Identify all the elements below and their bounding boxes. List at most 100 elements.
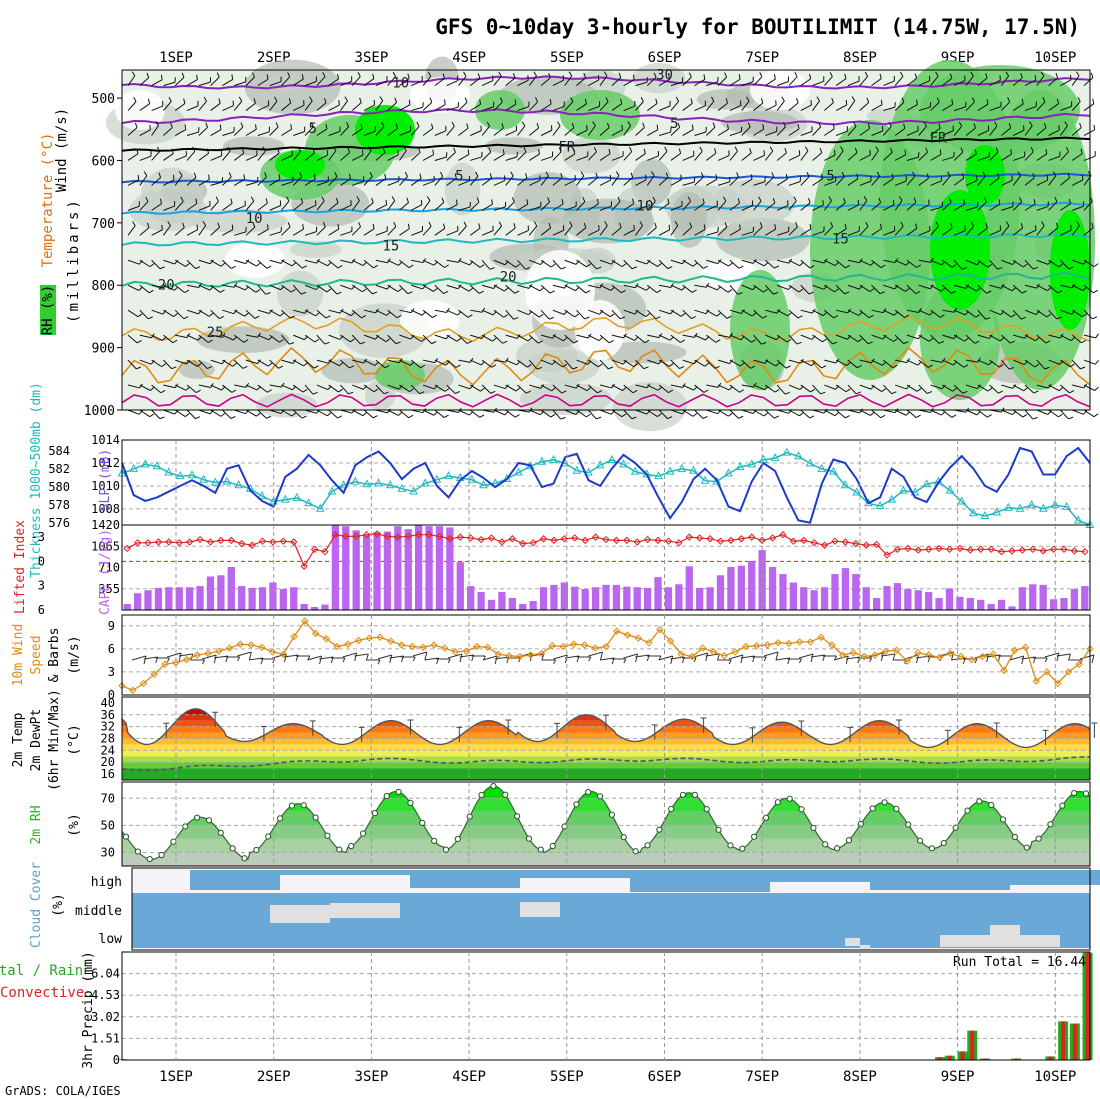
wind-barb — [1060, 359, 1071, 368]
wind-barb — [1048, 129, 1060, 136]
wind-barb — [304, 204, 317, 211]
wind-barb-flag — [147, 316, 153, 320]
cape-bar — [477, 592, 485, 610]
rh-shade — [140, 167, 204, 224]
wind-barb — [1060, 259, 1070, 270]
wind-barb — [304, 384, 314, 395]
wind-barb — [234, 384, 247, 388]
wind-barb-flag — [582, 196, 586, 202]
wind-barb — [1060, 309, 1072, 315]
wind-barb — [340, 152, 350, 161]
wind-speed-point — [688, 652, 696, 661]
wind-barb-flag — [794, 72, 798, 78]
wind-barb — [328, 309, 341, 314]
wind-barb-flag — [312, 147, 315, 154]
li-point — [154, 538, 163, 546]
wind-barb — [587, 259, 597, 270]
li-point — [279, 537, 288, 545]
li-point — [373, 530, 381, 538]
bottom-date-1SEP: 1SEP — [159, 1069, 193, 1085]
li-point — [727, 536, 735, 545]
wind-barb — [1024, 105, 1037, 112]
wind-barb-flag — [1056, 98, 1060, 104]
wind-barb-flag — [784, 391, 790, 395]
temp-contour-label: 20 — [500, 269, 517, 285]
wind-barb — [245, 409, 257, 417]
wind-barb-flag — [741, 309, 745, 314]
wind-barb-flag — [597, 390, 603, 394]
wind-barb — [375, 80, 388, 87]
wind-barb-flag — [882, 361, 887, 366]
wind-barb-flag — [894, 284, 899, 290]
wind-barb — [269, 309, 281, 317]
wind-speed-point — [806, 638, 815, 646]
wind-barb — [729, 309, 742, 314]
top-date-8SEP: 8SEP — [843, 50, 877, 66]
wind-barb-flag — [618, 72, 622, 78]
wind-barb-flag — [892, 364, 898, 369]
wind-barb — [942, 103, 953, 111]
wind-barb-flag — [181, 72, 185, 78]
wind-barb — [222, 409, 232, 419]
wind-barb — [611, 334, 624, 339]
wind-barb-flag — [303, 362, 308, 367]
wind-barb-flag — [491, 199, 493, 205]
wind-barb — [151, 203, 162, 211]
wind-barb — [682, 334, 695, 338]
rh-line — [121, 785, 1091, 860]
wind-barb-flag — [809, 73, 812, 79]
bottom-date-4SEP: 4SEP — [452, 1069, 486, 1085]
rh-point — [976, 798, 983, 805]
thickness-point — [514, 467, 523, 476]
top-date-10SEP: 10SEP — [1034, 50, 1076, 66]
wind-barb-flag — [715, 339, 721, 343]
li-point — [196, 535, 204, 544]
precip-tick-label: 0 — [113, 1053, 120, 1067]
wind-barb — [375, 152, 386, 161]
cape-bar — [602, 584, 610, 610]
li-point — [602, 535, 610, 544]
wind-barb — [399, 309, 412, 314]
wind-barb — [1001, 153, 1012, 161]
wind-barb — [694, 359, 706, 367]
li-point — [446, 535, 454, 543]
thickness-point — [607, 454, 617, 463]
wind-barb — [198, 179, 210, 186]
wind-barb — [434, 77, 445, 86]
wind-barb — [942, 259, 953, 268]
wind-barb — [906, 201, 917, 211]
wind-barb — [564, 75, 573, 86]
bottom-date-8SEP: 8SEP — [843, 1069, 877, 1085]
wind-barb — [351, 102, 362, 111]
cape-bar — [935, 598, 943, 610]
li-point — [945, 545, 954, 553]
wind-barb-flag — [135, 366, 142, 370]
wind-barb — [765, 228, 776, 236]
wind-barb — [847, 100, 856, 111]
wind-barb — [127, 205, 140, 211]
wind-barb — [481, 106, 494, 112]
wind-barb — [753, 259, 765, 267]
wind-barb — [717, 102, 728, 111]
wind-barb-flag — [501, 123, 504, 129]
wind-barb — [906, 409, 917, 418]
wind-barb — [635, 127, 645, 136]
wind-barb — [611, 129, 623, 136]
wind-barb-flag — [302, 265, 307, 269]
wind-barb-flag — [781, 96, 785, 102]
wind-barb-flag — [1046, 313, 1052, 318]
wind-barb-flag — [1045, 148, 1048, 155]
wind-barb — [670, 384, 683, 389]
wind-barb-flag — [279, 312, 285, 317]
rh-shade — [444, 162, 481, 216]
wind-barb — [894, 180, 907, 186]
wind-barb-flag — [451, 121, 455, 127]
wind-barb-flag — [818, 122, 822, 127]
wind-barb-flag — [250, 196, 255, 202]
wind-barb-flag — [453, 147, 456, 153]
wind-barb — [245, 76, 255, 86]
wind-barb — [505, 227, 516, 236]
wind-barb-flag — [287, 222, 291, 228]
wind-barb — [1036, 225, 1045, 236]
wind-barb — [729, 259, 740, 269]
